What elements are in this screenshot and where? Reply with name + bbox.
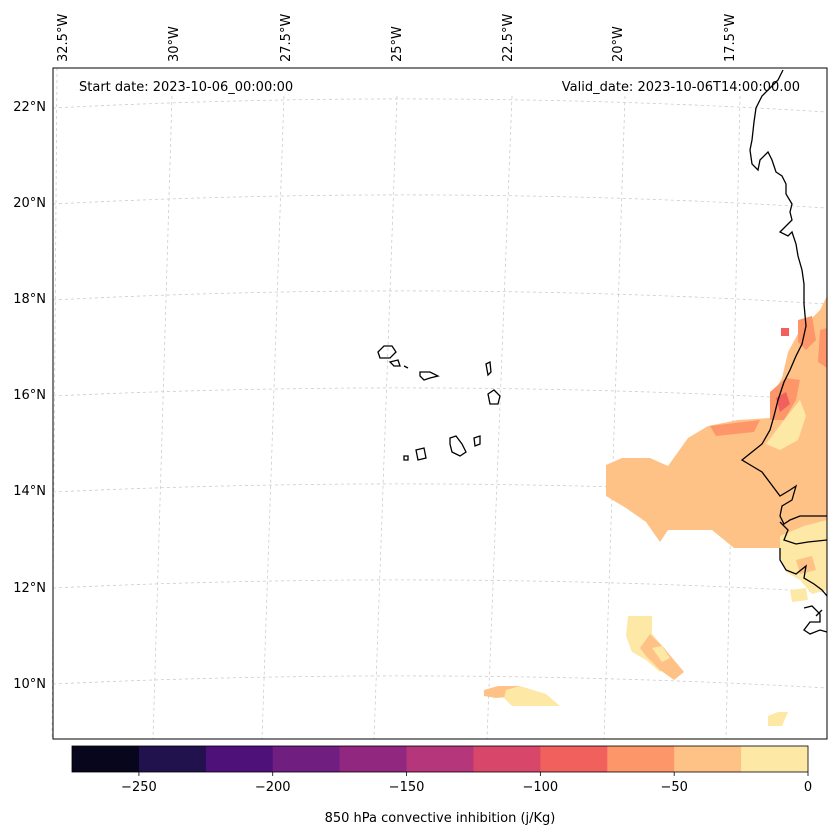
colorbar-tick-label: 0 bbox=[804, 780, 812, 795]
lon-label-25w: 25°W bbox=[390, 26, 405, 62]
colorbar-bins bbox=[72, 746, 809, 772]
valid-date-label: Valid_date: 2023-10-06T14:00:00.00 bbox=[562, 80, 800, 95]
cin-filled-contours bbox=[484, 296, 827, 726]
lon-label-30w: 30°W bbox=[167, 26, 182, 62]
colorbar-bin-9 bbox=[674, 746, 742, 772]
island-boa-vista bbox=[487, 389, 501, 405]
lon-label-20w: 20°W bbox=[611, 26, 626, 62]
lat-label-10n: 10°N bbox=[13, 677, 46, 692]
start-date-label: Start date: 2023-10-06_00:00:00 bbox=[79, 80, 293, 95]
colorbar-bin-0 bbox=[72, 746, 140, 772]
meridian-17-5w bbox=[725, 95, 741, 740]
island-sal bbox=[485, 360, 492, 377]
longitude-labels: 32.5°W 30°W 27.5°W 25°W 22.5°W 20°W 17.5… bbox=[56, 14, 738, 62]
colorbar-bin-6 bbox=[473, 746, 541, 772]
colorbar-bin-5 bbox=[406, 746, 474, 772]
lat-label-16n: 16°N bbox=[13, 388, 46, 403]
island-santiago bbox=[449, 435, 467, 457]
parallel-20n bbox=[52, 194, 828, 209]
island-sao-nicolau bbox=[419, 371, 440, 381]
lon-label-32-5w: 32.5°W bbox=[56, 14, 71, 62]
colorbar-tick-label: −150 bbox=[389, 780, 425, 795]
colorbar-ticks: −250 −200 −150 −100 −50 0 bbox=[121, 772, 812, 795]
cin-region-weak-coastal bbox=[766, 400, 806, 450]
colorbar-bin-10 bbox=[741, 746, 809, 772]
parallel-22n bbox=[52, 98, 828, 113]
colorbar-title: 850 hPa convective inhibition (j/Kg) bbox=[325, 811, 556, 826]
colorbar-tick-label: −250 bbox=[121, 780, 157, 795]
map-frame bbox=[52, 67, 828, 740]
cin-region-strong-c bbox=[818, 328, 827, 368]
colorbar-tick-label: −50 bbox=[660, 780, 687, 795]
parallel-16n bbox=[52, 387, 828, 401]
parallel-12n bbox=[52, 579, 828, 593]
parallel-10n bbox=[52, 675, 828, 689]
cin-region-strong-d bbox=[710, 420, 760, 436]
lat-label-14n: 14°N bbox=[13, 484, 46, 499]
island-maio bbox=[473, 435, 481, 447]
colorbar-tick-label: −200 bbox=[255, 780, 291, 795]
parallel-14n bbox=[52, 483, 828, 497]
lat-label-20n: 20°N bbox=[13, 196, 46, 211]
colorbar-tick-label: −100 bbox=[523, 780, 559, 795]
island-brava bbox=[403, 455, 409, 461]
colorbar: −250 −200 −150 −100 −50 0 850 hPa convective … bbox=[71, 745, 812, 826]
cin-region-south-5 bbox=[504, 686, 560, 706]
parallel-18n bbox=[52, 290, 828, 305]
colorbar-bin-3 bbox=[272, 746, 341, 772]
coastlines bbox=[377, 69, 828, 635]
cin-region-weak-south bbox=[780, 520, 827, 594]
lat-label-12n: 12°N bbox=[13, 581, 46, 596]
graticule bbox=[51, 67, 828, 740]
cin-region-strongest-b bbox=[781, 328, 789, 336]
lon-label-27-5w: 27.5°W bbox=[279, 14, 294, 62]
meridian-20w bbox=[603, 95, 626, 740]
map-background bbox=[53, 68, 827, 739]
island-santa-luzia bbox=[403, 365, 409, 369]
lon-label-17-5w: 17.5°W bbox=[723, 14, 738, 62]
lat-label-18n: 18°N bbox=[13, 292, 46, 307]
latitude-labels: 22°N 20°N 18°N 16°N 14°N 12°N 10°N bbox=[13, 100, 46, 692]
meridian-30w bbox=[152, 95, 173, 740]
lon-label-22-5w: 22.5°W bbox=[501, 14, 516, 62]
colorbar-frame bbox=[71, 745, 809, 773]
cin-region-south-3 bbox=[652, 646, 670, 662]
cin-region-south-6 bbox=[768, 712, 788, 726]
meridian-25w bbox=[373, 95, 398, 740]
island-santo-antao bbox=[377, 345, 397, 359]
colorbar-bin-2 bbox=[205, 746, 274, 772]
island-sao-vicente bbox=[388, 359, 401, 367]
colorbar-bin-4 bbox=[339, 746, 408, 772]
lat-label-22n: 22°N bbox=[13, 100, 46, 115]
africa-coastline bbox=[740, 69, 828, 635]
meridian-27-5w bbox=[261, 95, 285, 740]
cin-region-tip bbox=[790, 588, 808, 602]
colorbar-bin-8 bbox=[607, 746, 675, 772]
cin-region-main bbox=[606, 296, 827, 552]
colorbar-bin-1 bbox=[138, 746, 207, 772]
island-fogo bbox=[415, 447, 427, 461]
meridian-22-5w bbox=[486, 95, 513, 740]
colorbar-bin-7 bbox=[540, 746, 608, 772]
